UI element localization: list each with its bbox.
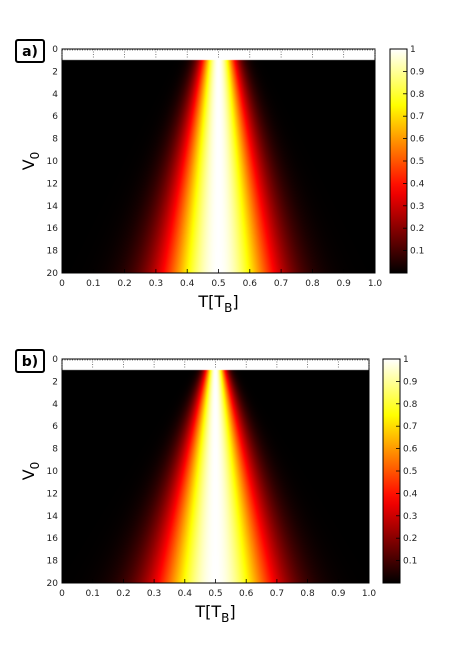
colorbar-tick-label: 0.4 xyxy=(403,489,418,499)
colorbar-tick-label: 0.7 xyxy=(403,422,417,432)
x-tick-label: 0.3 xyxy=(147,589,161,599)
x-axis-label: T[TB] xyxy=(197,292,238,315)
colorbar-tick-label: 1 xyxy=(403,355,409,365)
x-tick-label: 0.2 xyxy=(117,279,131,289)
y-tick-label: 0 xyxy=(52,45,58,55)
y-tick-label: 4 xyxy=(52,90,58,100)
x-tick-label: 0.7 xyxy=(270,589,284,599)
y-tick-label: 6 xyxy=(52,112,58,122)
x-tick-label: 0.8 xyxy=(305,279,320,289)
colorbar-tick-label: 0.2 xyxy=(403,534,417,544)
y-tick-label: 18 xyxy=(47,247,59,257)
y-tick-label: 2 xyxy=(52,377,58,387)
colorbar-tick-label: 0.6 xyxy=(410,135,425,145)
heatmap-image xyxy=(62,359,369,583)
x-tick-label: 0.5 xyxy=(208,589,222,599)
y-tick-label: 20 xyxy=(47,579,59,589)
x-tick-label: 0.2 xyxy=(116,589,130,599)
colorbar-tick-label: 1 xyxy=(410,45,416,55)
x-tick-label: 0 xyxy=(59,589,65,599)
x-tick-label: 0.9 xyxy=(337,279,352,289)
panel-label: b) xyxy=(22,354,38,370)
colorbar-tick-label: 0.8 xyxy=(410,90,425,100)
colorbar-tick-label: 0.1 xyxy=(403,557,417,567)
y-tick-label: 2 xyxy=(52,67,58,77)
y-tick-label: 14 xyxy=(47,512,59,522)
x-tick-label: 0.9 xyxy=(331,589,346,599)
heatmap-image xyxy=(62,49,375,273)
x-tick-label: 0.8 xyxy=(300,589,315,599)
y-axis-label: V0 xyxy=(19,462,42,481)
x-tick-label: 0.4 xyxy=(180,279,195,289)
colorbar-tick-label: 0.6 xyxy=(403,445,418,455)
colorbar-tick-label: 0.5 xyxy=(403,467,417,477)
panel-label-box xyxy=(15,349,45,373)
colorbar: 1 0.9 0.8 0.7 0.6 0.5 0.4 0.3 0.2 0.1 xyxy=(382,355,418,584)
y-tick-label: 16 xyxy=(47,224,59,234)
x-tick-label: 0 xyxy=(59,279,65,289)
colorbar-tick-label: 0.7 xyxy=(410,112,424,122)
y-tick-label: 8 xyxy=(52,135,58,145)
colorbar-tick-label: 0.2 xyxy=(410,224,424,234)
y-tick-label: 0 xyxy=(52,355,58,365)
x-tick-label: 0.5 xyxy=(211,279,225,289)
colorbar-tick-label: 0.3 xyxy=(410,202,424,212)
colorbar: 1 0.9 0.8 0.7 0.6 0.5 0.4 0.3 0.2 0.1 xyxy=(389,45,425,274)
colorbar-tick-label: 0.5 xyxy=(410,157,424,167)
x-tick-label: 0.4 xyxy=(178,589,193,599)
colorbar-tick-label: 0.4 xyxy=(410,179,425,189)
y-tick-label: 14 xyxy=(47,202,59,212)
x-tick-label: 1.0 xyxy=(368,279,383,289)
y-tick-label: 10 xyxy=(47,157,59,167)
y-tick-label: 18 xyxy=(47,557,59,567)
colorbar-tick-label: 0.9 xyxy=(410,67,425,77)
x-tick-label: 0.6 xyxy=(243,279,258,289)
y-tick-label: 4 xyxy=(52,400,58,410)
y-tick-label: 20 xyxy=(47,269,59,279)
panel-label-box xyxy=(15,39,45,63)
colorbar-tick-label: 0.1 xyxy=(410,247,424,257)
y-axis-label: V0 xyxy=(19,152,42,171)
y-tick-label: 8 xyxy=(52,445,58,455)
colorbar-tick-label: 0.8 xyxy=(403,400,418,410)
heatmap-panel-2: 0 0.1 0.2 0.3 0.4 0.5 0.6 0.7 0.8 0.9 1.0024681012… xyxy=(15,349,418,625)
x-tick-label: 1.0 xyxy=(362,589,377,599)
y-tick-label: 10 xyxy=(47,467,59,477)
colorbar-tick-label: 0.9 xyxy=(403,377,418,387)
x-tick-label: 0.7 xyxy=(274,279,288,289)
x-tick-label: 0.3 xyxy=(149,279,163,289)
y-tick-label: 12 xyxy=(47,489,58,499)
x-tick-label: 0.1 xyxy=(86,589,100,599)
y-tick-label: 16 xyxy=(47,534,59,544)
y-tick-label: 12 xyxy=(47,179,58,189)
x-axis-label: T[TB] xyxy=(194,602,235,625)
y-tick-label: 6 xyxy=(52,422,58,432)
panel-label: a) xyxy=(22,44,38,60)
x-tick-label: 0.1 xyxy=(86,279,100,289)
x-tick-label: 0.6 xyxy=(239,589,254,599)
colorbar-tick-label: 0.3 xyxy=(403,512,417,522)
heatmap-panel-1: 0 0.1 0.2 0.3 0.4 0.5 0.6 0.7 0.8 0.9 1.0024681012… xyxy=(15,39,425,315)
